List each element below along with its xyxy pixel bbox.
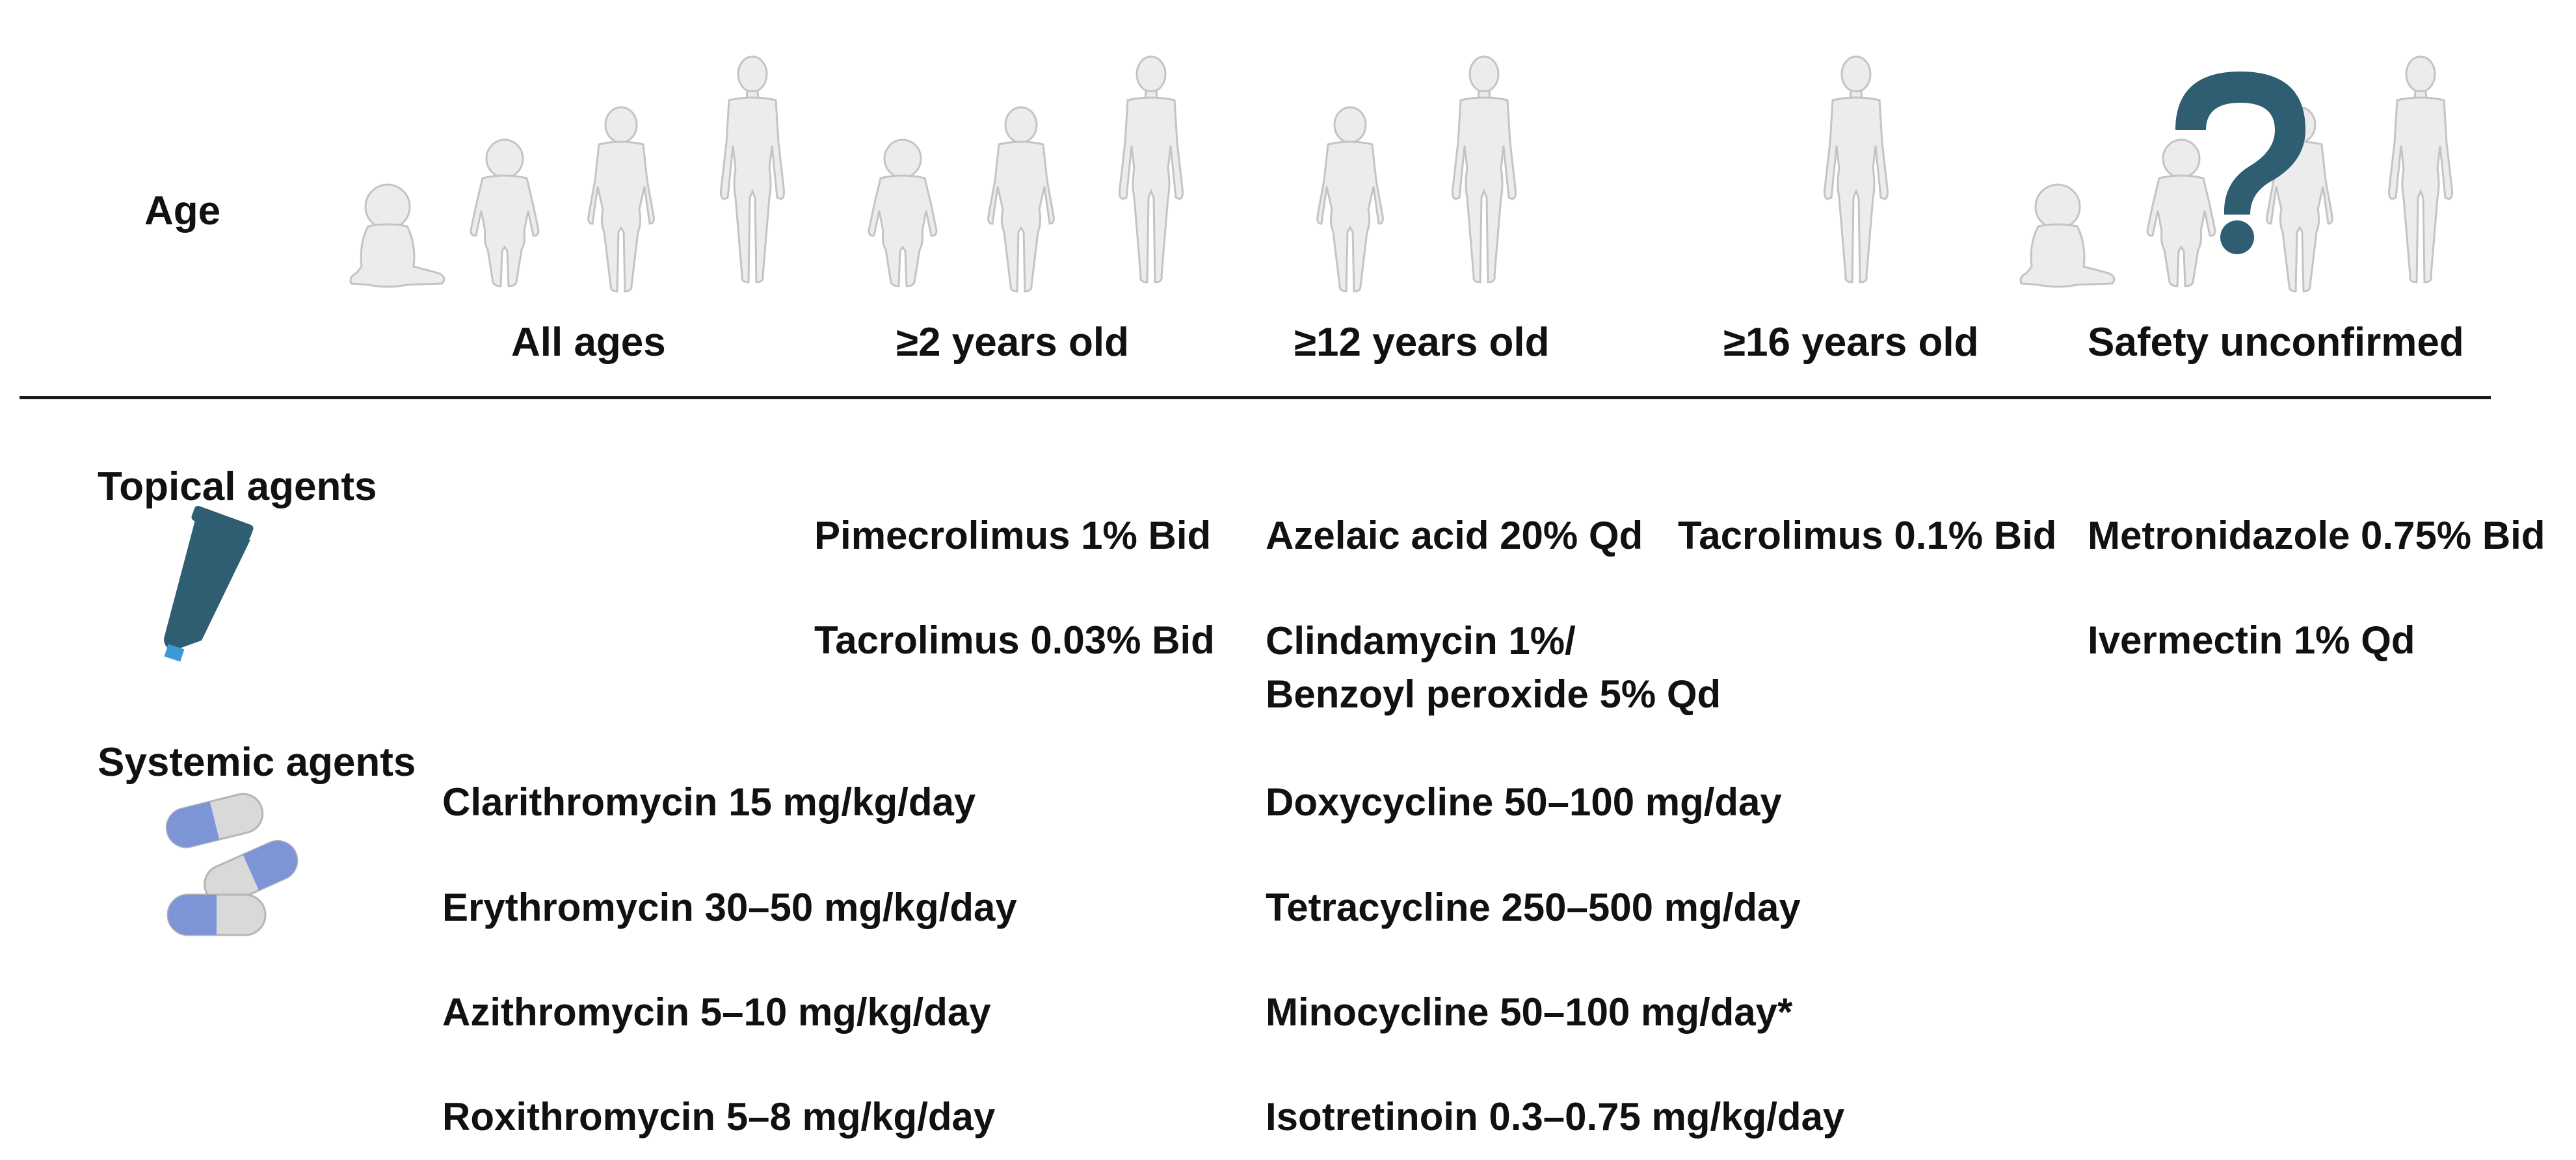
topical-item: Azelaic acid 20% Qd <box>1266 514 1643 557</box>
adult-figure <box>2388 55 2453 283</box>
topical-item: Metronidazole 0.75% Bid <box>2088 514 2545 557</box>
topical-item: Pimecrolimus 1% Bid <box>814 514 1212 557</box>
topical-item: Ivermectin 1% Qd <box>2088 618 2415 662</box>
child-figure <box>2146 138 2216 287</box>
question-mark-icon <box>2175 72 2305 254</box>
human-figures <box>349 55 2453 293</box>
systemic-item: Roxithromycin 5–8 mg/kg/day <box>442 1095 996 1139</box>
header-divider <box>20 396 2491 399</box>
adult-figure <box>1119 55 1184 283</box>
group-label-safety-unconfirmed: Safety unconfirmed <box>2088 320 2464 365</box>
baby-figure <box>349 183 445 288</box>
systemic-item: Azithromycin 5–10 mg/kg/day <box>442 990 991 1034</box>
systemic-agents-title: Systemic agents <box>98 740 416 785</box>
systemic-item: Isotretinoin 0.3–0.75 mg/kg/day <box>1266 1095 1845 1139</box>
group-label-all-ages: All ages <box>511 320 666 365</box>
systemic-item: Clarithromycin 15 mg/kg/day <box>442 780 976 824</box>
capsules-icon <box>165 793 299 936</box>
group-label-16-years: ≥16 years old <box>1723 320 1979 365</box>
adult-figure <box>1452 55 1517 283</box>
systemic-item: Minocycline 50–100 mg/day* <box>1266 990 1793 1034</box>
topical-agents-title: Topical agents <box>98 464 377 509</box>
topical-item: Clindamycin 1%/ Benzoyl peroxide 5% Qd <box>1266 619 1721 716</box>
teen-figure <box>1316 106 1384 293</box>
topical-item: Tacrolimus 0.03% Bid <box>814 618 1215 662</box>
child-figure <box>470 138 540 287</box>
systemic-item: Erythromycin 30–50 mg/kg/day <box>442 886 1017 929</box>
group-label-12-years: ≥12 years old <box>1294 320 1550 365</box>
topical-item: Tacrolimus 0.1% Bid <box>1678 514 2057 557</box>
child-figure <box>868 138 938 287</box>
systemic-item: Doxycycline 50–100 mg/day <box>1266 780 1782 824</box>
teen-figure <box>587 106 655 293</box>
systemic-item: Tetracycline 250–500 mg/day <box>1266 886 1801 929</box>
group-label-2-years: ≥2 years old <box>896 320 1129 365</box>
age-label: Age <box>144 189 221 233</box>
teen-figure <box>987 106 1055 293</box>
ointment-tube-icon <box>164 505 254 662</box>
baby-figure <box>2019 183 2116 288</box>
adult-figure <box>1824 55 1889 283</box>
adult-figure <box>720 55 785 283</box>
